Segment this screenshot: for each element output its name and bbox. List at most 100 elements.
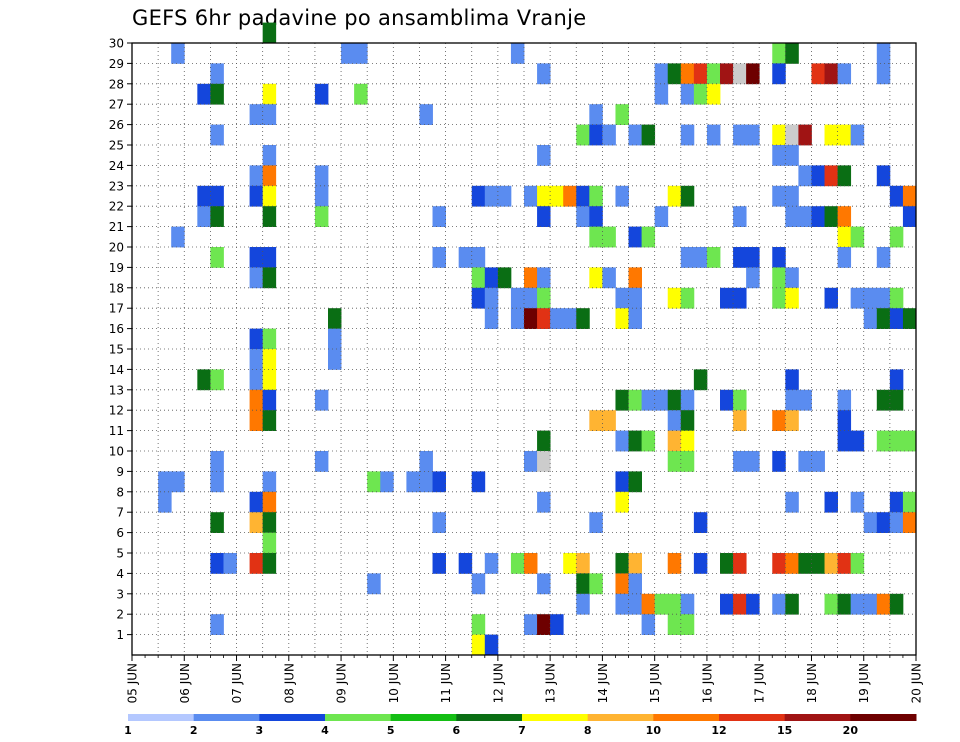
heatmap-cell [628,287,642,309]
legend-swatch [325,714,392,721]
heatmap-cell [589,206,603,227]
heatmap-cell [824,553,838,574]
heatmap-cell [693,247,708,268]
heatmap-cell [210,471,224,493]
x-tick-label: 15 JUN [648,663,662,703]
x-tick-label: 10 JUN [387,663,401,703]
heatmap-cell [210,451,224,472]
legend-swatch [522,714,589,721]
heatmap-cell [537,573,551,595]
heatmap-cell [262,247,277,268]
heatmap-cell [589,573,603,595]
heatmap-cell [733,593,747,615]
heatmap-cell [471,247,486,268]
heatmap-cell [733,389,747,411]
color-legend: 1 2 3 4 5 6 7 8 10 12 15 20 [124,714,917,737]
grid-lines [132,43,916,655]
heatmap-cell [667,287,682,309]
x-tick-label: 17 JUN [753,663,767,703]
y-tick-label: 7 [116,506,124,520]
heatmap-cell [693,83,708,105]
heatmap-cell [667,185,682,207]
heatmap-cell [484,287,499,309]
heatmap-cell [850,553,865,574]
heatmap-cell [733,206,747,227]
heatmap-cell [850,593,865,615]
heatmap-cell [497,267,512,289]
heatmap-cell [720,389,734,411]
heatmap-cell [876,165,891,187]
heatmap-cell [432,471,446,493]
heatmap-cell [262,471,277,493]
x-tick-label: 05 JUN [126,663,140,703]
heatmap-cell [680,430,695,452]
legend-swatch [653,714,720,721]
heatmap-cell [262,267,277,289]
heatmap-cell [563,185,577,207]
heatmap-cell [798,206,812,227]
heatmap-cell [589,512,603,533]
heatmap-cell [432,206,446,227]
heatmap-cell [550,185,564,207]
heatmap-cell [197,369,211,391]
heatmap-cell [746,593,760,615]
x-tick-label: 18 JUN [805,663,819,703]
y-axis-ticks: 1234567891011121314151617181920212223242… [109,37,132,642]
heatmap-cell [602,410,616,431]
heatmap-cell [902,491,917,513]
y-tick-label: 5 [116,547,124,561]
heatmap-cell [889,491,904,513]
heatmap-cell [798,451,812,472]
heatmap-cell [772,451,786,472]
heatmap-cell [262,512,277,533]
heatmap-cell [406,471,420,493]
heatmap-cell [863,512,878,533]
heatmap-cell [706,247,721,268]
y-tick-label: 22 [109,200,124,214]
heatmap-cell [171,471,185,493]
heatmap-cell [510,287,525,309]
heatmap-cell [706,124,721,146]
x-tick-label: 11 JUN [439,663,453,703]
heatmap-cell [680,451,695,472]
legend-swatch [719,714,786,721]
heatmap-cell [837,553,852,574]
heatmap-cell [197,185,211,207]
heatmap-cell [262,83,277,105]
legend-label: 12 [711,724,726,737]
heatmap-cell [524,451,538,472]
heatmap-cell [746,451,760,472]
heatmap-cell [837,593,852,615]
y-tick-label: 9 [116,465,124,479]
heatmap-cell [889,430,904,452]
heatmap-cell [785,267,799,289]
heatmap-cell [798,389,812,411]
heatmap-cell [615,593,629,615]
heatmap-cell [876,512,891,533]
heatmap-cell [262,104,277,125]
heatmap-cell [837,124,852,146]
heatmap-cell [706,83,721,105]
heatmap-cell [863,593,878,615]
heatmap-cell [328,308,342,329]
heatmap-cell [537,308,551,329]
legend-swatch [456,714,523,721]
heatmap-cell [785,43,799,64]
heatmap-cell [210,63,224,85]
heatmap-cell [680,593,695,615]
heatmap-cell [576,553,590,574]
heatmap-cell [615,430,629,452]
heatmap-cell [680,614,695,635]
heatmap-cell [889,287,904,309]
heatmap-cell [484,634,499,656]
heatmap-cell [785,369,799,391]
heatmap-cell [171,43,185,64]
heatmap-cell [537,614,551,635]
y-tick-label: 1 [116,628,124,642]
y-tick-label: 18 [109,281,124,295]
y-tick-label: 8 [116,485,124,499]
y-tick-label: 23 [109,179,124,193]
heatmap-cell [249,267,264,289]
heatmap-cell [471,471,486,493]
heatmap-cell [615,389,629,411]
